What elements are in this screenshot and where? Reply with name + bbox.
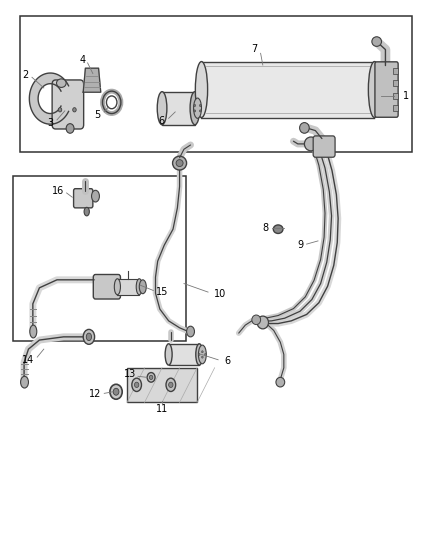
Bar [393,80,398,86]
Ellipse shape [169,382,173,387]
Ellipse shape [194,110,196,112]
Ellipse shape [83,329,95,344]
Text: 11: 11 [156,405,168,414]
Text: 1: 1 [403,91,409,101]
Text: 13: 13 [124,369,137,379]
Ellipse shape [176,160,183,166]
Text: 7: 7 [251,44,257,54]
Text: 6: 6 [158,116,164,126]
Ellipse shape [196,344,203,365]
Text: 15: 15 [156,287,168,297]
Polygon shape [83,68,101,92]
Ellipse shape [201,351,203,353]
Text: 5: 5 [94,110,100,120]
Ellipse shape [276,377,285,387]
Ellipse shape [201,356,203,358]
Bar [169,344,199,365]
Ellipse shape [368,62,381,118]
Ellipse shape [66,124,74,133]
Ellipse shape [194,104,196,107]
Ellipse shape [139,280,146,294]
Ellipse shape [194,98,201,118]
Ellipse shape [110,384,122,399]
Ellipse shape [136,279,142,295]
Ellipse shape [106,96,117,109]
Ellipse shape [113,388,119,395]
Text: 12: 12 [89,390,102,399]
Ellipse shape [187,326,194,337]
Ellipse shape [21,376,28,388]
Ellipse shape [252,315,261,325]
FancyBboxPatch shape [74,189,93,208]
Ellipse shape [84,207,89,216]
Ellipse shape [166,378,176,391]
Text: 10: 10 [214,289,226,298]
Ellipse shape [195,62,208,118]
Bar [13,176,186,341]
Bar [201,62,374,118]
FancyBboxPatch shape [127,368,197,402]
Text: 3: 3 [47,118,53,127]
Ellipse shape [304,137,318,151]
Polygon shape [29,73,69,124]
Bar [393,68,398,74]
FancyBboxPatch shape [375,62,398,117]
Ellipse shape [147,373,155,382]
Ellipse shape [173,156,187,170]
Ellipse shape [57,79,66,87]
Ellipse shape [102,91,121,114]
Ellipse shape [157,92,167,125]
Ellipse shape [92,190,99,202]
Text: 6: 6 [225,357,231,366]
Ellipse shape [273,225,283,233]
Text: 8: 8 [262,223,268,233]
Bar [393,93,398,99]
FancyBboxPatch shape [52,80,84,129]
Text: 2: 2 [22,70,28,79]
Ellipse shape [205,353,206,356]
Ellipse shape [198,353,200,356]
Ellipse shape [372,37,381,46]
Ellipse shape [257,316,268,329]
Ellipse shape [86,333,92,341]
Ellipse shape [300,123,309,133]
Ellipse shape [114,279,120,295]
Text: 14: 14 [22,355,35,365]
Ellipse shape [198,345,206,364]
FancyBboxPatch shape [93,274,120,299]
Ellipse shape [165,344,172,365]
Text: 9: 9 [297,240,304,250]
FancyBboxPatch shape [313,136,335,157]
Ellipse shape [134,382,139,387]
Ellipse shape [149,375,153,379]
Ellipse shape [58,108,62,112]
Text: 16: 16 [52,186,64,196]
Ellipse shape [73,108,76,112]
Ellipse shape [132,378,141,391]
Bar [393,105,398,111]
Ellipse shape [30,325,37,338]
Ellipse shape [199,110,201,112]
Text: 4: 4 [79,55,85,64]
Ellipse shape [190,92,200,125]
Bar [20,16,412,152]
Bar [117,279,139,295]
Ellipse shape [199,104,201,107]
Bar [162,92,195,125]
